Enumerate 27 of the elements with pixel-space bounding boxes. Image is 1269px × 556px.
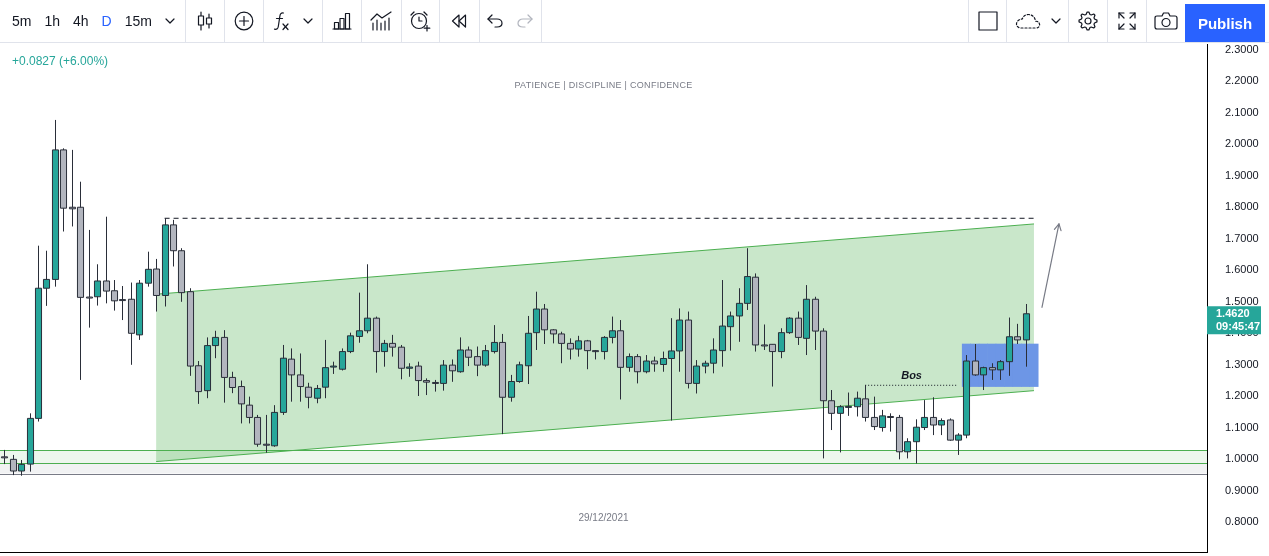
y-tick-label: 1.8000 — [1225, 200, 1259, 213]
text: 4h — [73, 13, 89, 29]
text: 15m — [124, 13, 152, 29]
text: 1h — [44, 13, 61, 29]
y-tick-label: 1.2000 — [1225, 389, 1259, 402]
y-tick-label: 1.7000 — [1225, 231, 1259, 244]
y-tick-label: 1.1000 — [1225, 420, 1259, 433]
y-tick-label: 0.9000 — [1225, 483, 1259, 496]
y-tick-label: 1.0000 — [1225, 452, 1259, 465]
annotation: 29/12/2021 — [578, 512, 629, 523]
y-tick-label: 1.3000 — [1225, 357, 1259, 370]
y-tick-label: 1.6000 — [1225, 263, 1259, 276]
y-tick-label: 1.5000 — [1225, 294, 1259, 307]
y-tick-label: 2.2000 — [1225, 74, 1259, 87]
series-label: Bos — [901, 368, 922, 381]
y-tick-label: 1.9000 — [1225, 168, 1259, 181]
annotation: +0.0827 (+6.00%) — [12, 54, 109, 68]
y-tick-label: 0.8000 — [1225, 515, 1259, 528]
text: 1.4620 — [1216, 306, 1250, 319]
y-tick-label: 2.1000 — [1225, 105, 1259, 118]
y-tick-label: 2.0000 — [1225, 137, 1259, 150]
text: 5m — [12, 13, 32, 29]
y-tick-label: 2.3000 — [1225, 42, 1259, 55]
text: D — [101, 13, 112, 29]
text: Publish — [1197, 14, 1253, 32]
text: PATIENCE | DISCIPLINE | CONFIDENCE — [514, 80, 693, 90]
text: 09:45:47 — [1216, 319, 1261, 332]
